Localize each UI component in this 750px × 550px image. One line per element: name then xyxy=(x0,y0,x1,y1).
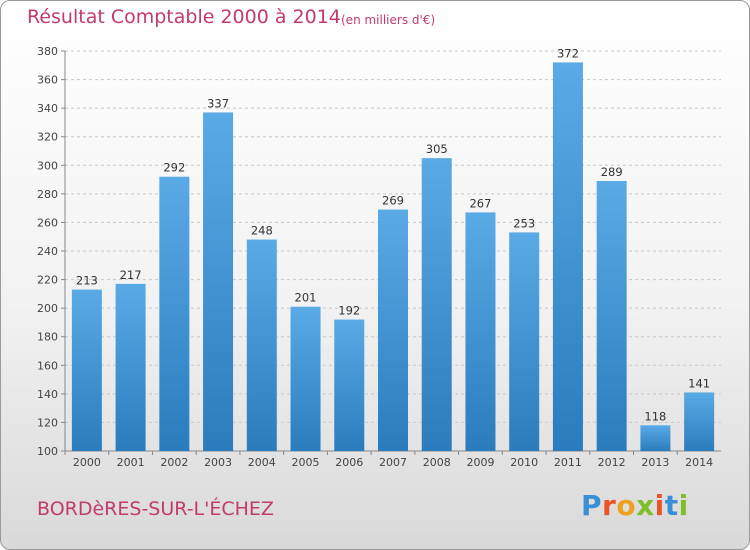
y-tick-label: 380 xyxy=(37,45,58,58)
y-tick-label: 320 xyxy=(37,131,58,144)
logo-letter: r xyxy=(602,489,617,522)
bar xyxy=(334,319,365,451)
logo-letter: i xyxy=(654,489,665,522)
bar xyxy=(159,176,190,451)
data-label: 269 xyxy=(382,194,404,208)
data-label: 267 xyxy=(469,196,491,210)
proxiti-logo[interactable]: Proxiti xyxy=(581,489,689,522)
bar xyxy=(596,181,627,451)
y-tick-label: 180 xyxy=(37,331,58,344)
bar xyxy=(203,112,234,451)
x-tick-label: 2011 xyxy=(554,456,582,469)
y-tick-label: 260 xyxy=(37,216,58,229)
x-tick-label: 2002 xyxy=(160,456,188,469)
logo-letter: x xyxy=(636,489,655,522)
bar xyxy=(640,425,671,451)
data-label: 305 xyxy=(426,142,448,156)
data-label: 337 xyxy=(207,96,229,110)
labels: 213 2000 217 2001 292 2002 337 2003 248 2004 201 20… xyxy=(73,46,713,469)
y-tick-label: 120 xyxy=(37,416,58,429)
data-label: 141 xyxy=(688,376,710,390)
logo-letter: P xyxy=(581,489,603,522)
bar xyxy=(115,283,146,451)
y-tick-label: 340 xyxy=(37,102,58,115)
data-label: 201 xyxy=(295,291,317,305)
bar xyxy=(684,392,715,451)
data-label: 292 xyxy=(163,161,185,175)
y-tick-label: 140 xyxy=(37,388,58,401)
x-tick-label: 2010 xyxy=(510,456,538,469)
logo-letter: t xyxy=(664,489,679,522)
bar xyxy=(378,209,408,451)
y-tick-label: 300 xyxy=(37,159,58,172)
x-tick-label: 2013 xyxy=(641,456,669,469)
bar xyxy=(509,232,540,451)
data-label: 192 xyxy=(338,304,360,318)
bars xyxy=(71,62,715,452)
y-tick-label: 240 xyxy=(37,245,58,258)
axes: 100 120 140 160 180 200 220 240 260 280 300 320 340 3… xyxy=(37,45,721,458)
x-tick-label: 2000 xyxy=(73,456,101,469)
x-tick-label: 2003 xyxy=(204,456,232,469)
data-label: 118 xyxy=(644,409,666,423)
chart-subtitle: (en milliers d'€) xyxy=(341,13,436,27)
data-label: 217 xyxy=(120,268,142,282)
logo-letter: i xyxy=(678,489,689,522)
y-tick-label: 200 xyxy=(37,302,58,315)
y-tick-label: 100 xyxy=(37,445,58,458)
y-tick-label: 160 xyxy=(37,359,58,372)
data-label: 253 xyxy=(513,216,535,230)
data-label: 248 xyxy=(251,224,273,238)
y-tick-label: 360 xyxy=(37,74,58,87)
bar xyxy=(290,306,321,451)
data-label: 372 xyxy=(557,46,579,60)
place-name: BORDèRES-SUR-L'ÉCHEZ xyxy=(37,498,274,520)
logo-letter: o xyxy=(616,489,637,522)
x-tick-label: 2005 xyxy=(292,456,320,469)
data-label: 213 xyxy=(76,274,98,288)
bar xyxy=(246,239,277,451)
y-tick-label: 280 xyxy=(37,188,58,201)
data-label: 289 xyxy=(601,165,623,179)
x-tick-label: 2006 xyxy=(335,456,363,469)
chart-title: Résultat Comptable 2000 à 2014 xyxy=(27,6,341,28)
y-tick-label: 220 xyxy=(37,274,58,287)
bar xyxy=(71,289,102,451)
x-tick-label: 2007 xyxy=(379,456,407,469)
x-tick-label: 2014 xyxy=(685,456,713,469)
x-tick-label: 2012 xyxy=(598,456,626,469)
x-tick-label: 2008 xyxy=(423,456,451,469)
bar xyxy=(421,158,452,451)
bar xyxy=(465,212,496,451)
x-tick-label: 2009 xyxy=(466,456,494,469)
x-tick-label: 2004 xyxy=(248,456,276,469)
x-tick-label: 2001 xyxy=(117,456,145,469)
bar xyxy=(552,62,583,452)
